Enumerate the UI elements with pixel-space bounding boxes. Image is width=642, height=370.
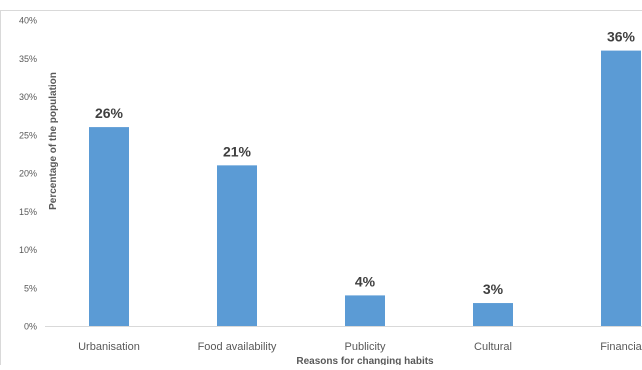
data-label: 3%: [483, 281, 504, 297]
y-axis-title: Percentage of the population: [48, 72, 59, 210]
y-tick-label: 15%: [19, 207, 37, 217]
y-tick-label: 20%: [19, 169, 37, 179]
x-tick-label: Urbanisation: [78, 341, 140, 353]
x-tick-label: Publicity: [345, 341, 386, 353]
bar: [217, 165, 257, 326]
y-tick-label: 25%: [19, 130, 37, 140]
bar: [345, 295, 385, 326]
x-tick-label: Food availability: [198, 341, 277, 353]
bar: [89, 127, 129, 326]
data-label: 21%: [223, 143, 252, 159]
data-label: 36%: [607, 29, 636, 45]
y-tick-label: 35%: [19, 54, 37, 64]
y-tick-label: 40%: [19, 16, 37, 26]
data-label: 26%: [95, 105, 124, 121]
y-tick-label: 30%: [19, 92, 37, 102]
x-tick-label: Cultural: [474, 341, 512, 353]
bar: [601, 51, 641, 326]
x-tick-label: Financia: [600, 341, 642, 353]
x-axis-title: Reasons for changing habits: [296, 356, 434, 365]
bar: [473, 303, 513, 326]
y-tick-label: 0%: [24, 322, 37, 332]
data-label: 4%: [355, 273, 376, 289]
y-tick-label: 5%: [24, 283, 37, 293]
y-tick-label: 10%: [19, 245, 37, 255]
